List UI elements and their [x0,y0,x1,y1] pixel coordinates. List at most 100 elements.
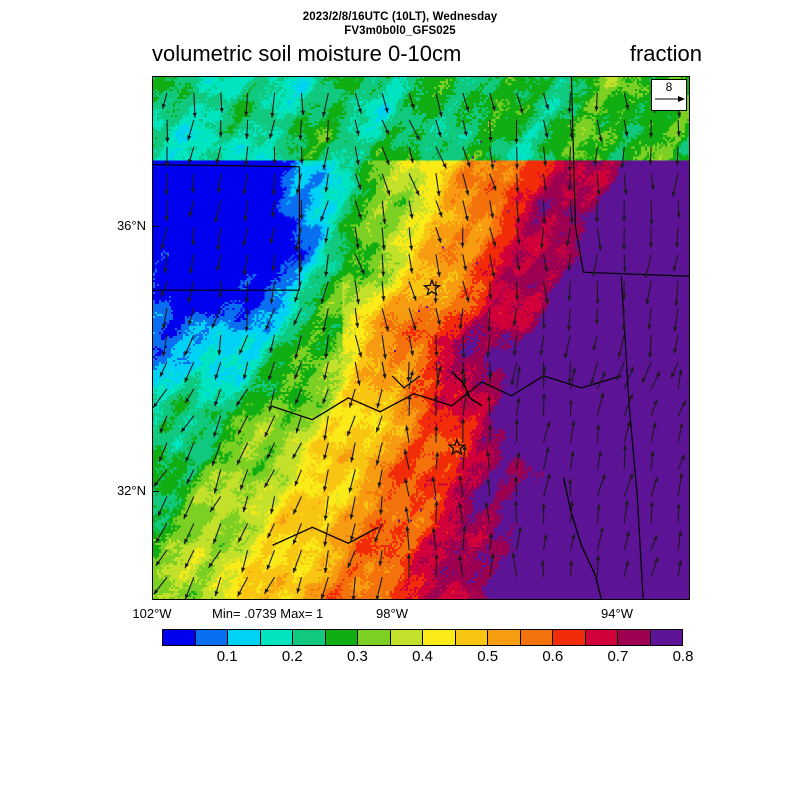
wind-arrow [348,388,356,408]
wind-arrow [593,146,598,166]
soil-moisture-raster [153,77,689,599]
wind-arrow [489,92,496,112]
wind-arrow [623,119,629,137]
wind-arrow [349,496,356,520]
wind-arrow [487,308,492,332]
wind-arrow [676,200,681,219]
wind-arrow [516,397,521,416]
wind-arrow [488,281,493,300]
colorbar-tick-label: 0.5 [477,648,499,665]
wind-arrow [596,424,601,443]
wind-arrow [408,119,421,141]
wind-arrow [376,388,383,409]
wind-arrow [354,308,360,328]
wind-arrow [674,281,679,307]
wind-arrow [381,227,386,251]
wind-arrow [513,500,518,524]
header-datetime: 2023/2/8/16UTC (10LT), Wednesday [302,11,498,23]
wind-arrow [244,281,250,303]
wind-arrow [512,308,518,326]
wind-arrow [325,119,330,143]
wind-arrow [294,469,302,487]
wind-arrow [569,533,576,551]
wind-arrow [435,254,441,278]
border-line [153,164,300,168]
wind-arrow [623,366,634,390]
wind-arrow [187,146,195,165]
wind-arrow [435,200,443,218]
wind-arrow [485,450,491,470]
city-marker-star [422,278,442,297]
wind-arrow [298,254,303,273]
wind-arrow [539,334,545,356]
wind-arrow [269,227,276,244]
wind-arrow [293,361,302,380]
wind-arrow [218,281,223,299]
map-plot-area[interactable]: 8 [152,76,690,600]
wind-arrow [563,334,571,359]
wind-reference-value: 8 [665,80,673,94]
wind-arrow [645,281,652,305]
wind-arrow [324,173,329,193]
wind-arrow [323,415,329,441]
wind-arrow [186,469,195,485]
wind-arrow [295,173,302,195]
geographic-overlay [153,77,689,599]
wind-arrow [568,478,573,497]
wind-arrow [322,388,329,404]
wind-arrow [542,533,548,551]
wind-arrow [292,442,302,460]
wind-arrow [298,119,303,141]
colorbar-segment [260,630,293,645]
wind-arrow [595,281,600,305]
wind-arrow [407,394,412,416]
wind-arrow [408,254,414,274]
wind-arrow [569,200,574,224]
wind-arrow [185,442,195,463]
wind-arrow [354,227,360,250]
wind-arrow [244,308,249,332]
colorbar-tick-label: 0.6 [542,648,564,665]
wind-arrow [621,281,627,300]
wind-arrow [265,307,276,331]
wind-arrow [435,227,442,244]
wind-arrow [350,442,356,463]
wind-arrow [269,334,276,354]
wind-arrow [160,281,168,297]
wind-arrow [649,501,654,524]
wind-arrow [462,254,468,271]
wind-arrow [381,334,387,360]
wind-arrow [354,334,363,358]
wind-arrow [461,335,466,359]
wind-arrow [270,92,276,118]
wind-arrow [243,200,249,222]
wind-arrow [155,523,168,544]
colorbar[interactable] [162,629,683,646]
wind-arrow [542,446,550,470]
wind-arrow [183,523,195,545]
wind-arrow [191,227,196,246]
border-line [620,276,644,599]
wind-arrow [670,361,679,379]
wind-arrow [595,555,601,578]
wind-arrow [381,146,390,166]
wind-arrow [241,550,249,573]
wind-arrow [164,173,169,196]
wind-arrow [381,307,390,332]
wind-arrow [213,523,222,544]
wind-arrow [567,146,572,172]
wind-arrow [623,420,631,443]
wind-arrow [165,119,170,143]
wind-arrow [514,419,519,443]
wind-arrow [153,469,168,488]
border-line [570,77,584,273]
wind-arrow [237,523,249,543]
wind-arrow [266,442,276,460]
wind-arrow [434,335,439,357]
wind-arrow [271,173,276,196]
wind-arrow [406,361,411,382]
wind-arrow [676,119,681,137]
wind-arrow [238,334,249,355]
wind-arrow [295,415,302,434]
wind-arrow [542,254,549,272]
